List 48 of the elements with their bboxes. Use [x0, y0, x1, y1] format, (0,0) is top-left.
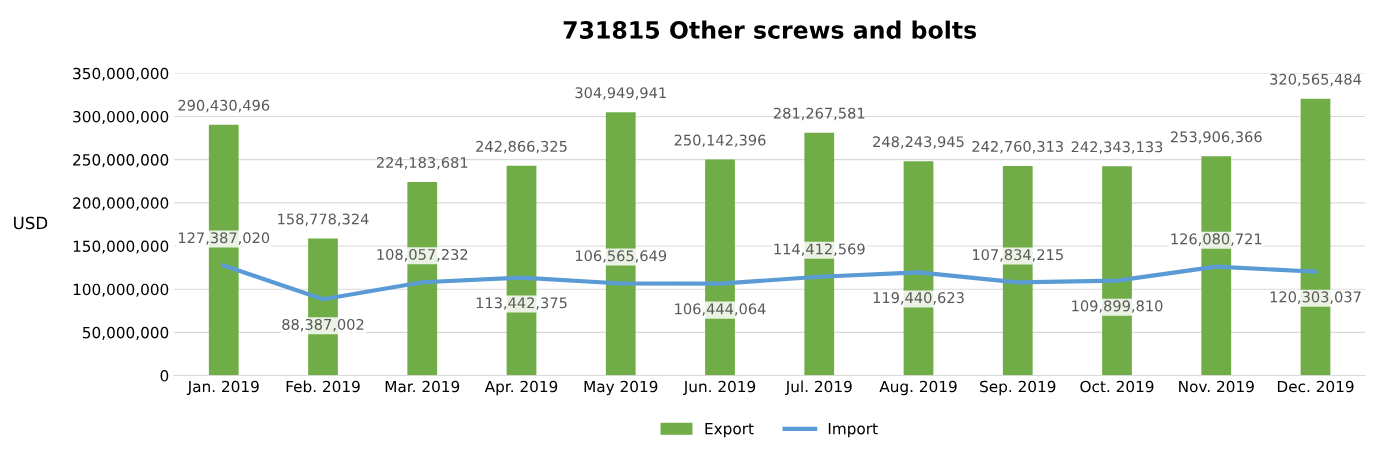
y-axis-title: USD	[14, 216, 48, 230]
x-tick-label: Jan. 2019	[186, 380, 259, 396]
y-tick-label: 300,000,000	[73, 110, 169, 125]
data-label: 242,866,325	[476, 140, 567, 154]
data-label: 290,430,496	[178, 99, 270, 113]
x-tick-label: Dec. 2019	[1277, 380, 1354, 393]
data-label: 120,303,037	[1270, 291, 1361, 304]
data-label: 320,565,484	[1270, 73, 1362, 87]
x-tick-label: Apr. 2019	[484, 380, 558, 396]
data-label: 158,778,324	[278, 213, 369, 226]
legend-label: Export	[705, 423, 754, 438]
data-label: 109,899,810	[1072, 300, 1163, 313]
y-tick-label: 150,000,000	[73, 240, 169, 254]
data-label: 242,760,313	[972, 140, 1063, 154]
data-label: 108,057,232	[377, 248, 468, 262]
y-tick-label: 100,000,000	[73, 283, 169, 297]
x-tick-label: Feb. 2019	[286, 380, 360, 393]
data-label: 126,080,721	[1171, 233, 1262, 246]
y-tick-label: 250,000,000	[73, 154, 169, 168]
x-tick-label: Jun. 2019	[682, 380, 756, 396]
x-tick-label: May 2019	[584, 380, 658, 396]
data-label: 224,183,681	[376, 156, 468, 170]
data-label: 119,440,623	[873, 292, 964, 305]
data-label: 107,834,215	[972, 249, 1063, 262]
data-label: 113,442,375	[476, 297, 567, 310]
data-label: 281,267,581	[773, 107, 865, 121]
chart-title: 731815 Other screws and bolts	[563, 20, 977, 39]
data-label: 114,412,569	[774, 243, 865, 256]
data-label: 248,243,945	[873, 136, 964, 149]
data-label: 242,343,133	[1071, 141, 1163, 154]
x-tick-label: Aug. 2019	[879, 380, 957, 396]
data-label: 106,444,064	[675, 303, 766, 316]
y-tick-label: 50,000,000	[82, 326, 169, 340]
x-tick-label: Nov. 2019	[1179, 380, 1254, 393]
data-label: 106,565,649	[575, 250, 667, 263]
legend-label: Import	[828, 423, 878, 438]
y-tick-label: 0	[160, 370, 169, 382]
data-label: 253,906,366	[1170, 131, 1262, 144]
data-label: 88,387,002	[282, 318, 364, 332]
x-tick-label: Jul. 2019	[784, 380, 852, 396]
data-label: 127,387,020	[178, 232, 270, 245]
data-label: 250,142,396	[674, 134, 766, 148]
x-tick-label: Oct. 2019	[1080, 380, 1154, 393]
x-tick-label: Mar. 2019	[385, 380, 460, 393]
y-tick-label: 350,000,000	[73, 67, 169, 81]
x-tick-label: Sep. 2019	[980, 380, 1056, 396]
data-label: 304,949,941	[575, 87, 666, 100]
y-tick-label: 200,000,000	[73, 197, 169, 211]
